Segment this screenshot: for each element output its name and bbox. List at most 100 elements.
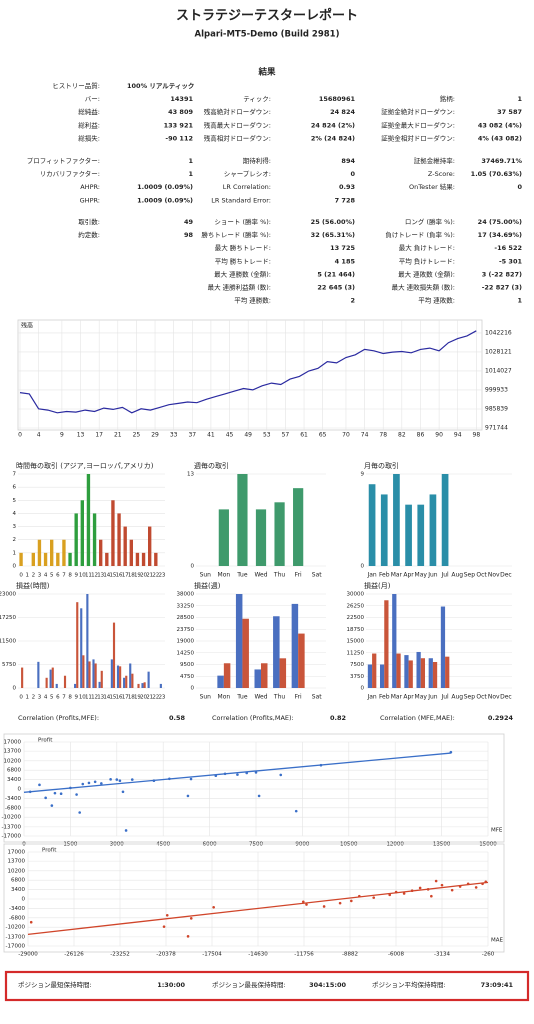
stat-label: 最大 連勝数 (金額):: [214, 269, 271, 278]
x-tick-label: Sat: [312, 694, 322, 701]
x-tick-label: -23252: [110, 952, 129, 958]
bar: [261, 663, 268, 688]
bar: [384, 600, 389, 688]
correlation-label: Correlation (Profits,MAE):: [212, 714, 294, 722]
stat-label: ティック:: [243, 95, 271, 103]
holding-value: 73:09:41: [481, 981, 514, 989]
stat-label: ヒストリー品質:: [52, 81, 100, 90]
stat-label: 約定数:: [78, 230, 100, 239]
x-tick-label: Wed: [254, 694, 267, 701]
stat-label: 証拠金維持率:: [414, 156, 455, 165]
stat-label: バー:: [85, 95, 100, 103]
point: [294, 809, 298, 813]
stat-label: ショート (勝率 %):: [214, 217, 271, 226]
x-tick-label: Sun: [200, 694, 212, 701]
stat-value: 43 809: [168, 108, 193, 116]
x-tick-label: 23: [158, 695, 165, 701]
x-tick-label: 5: [50, 695, 54, 701]
report-title: ストラテジーテスターレポート: [176, 8, 358, 24]
bar: [218, 509, 229, 566]
stat-value: 5 (21 464): [317, 270, 355, 278]
y-tick-label: 4: [13, 511, 17, 517]
bar: [56, 552, 60, 566]
bar: [440, 606, 446, 688]
x-tick-label: 0: [19, 695, 23, 701]
x-tick-label: Apr: [403, 694, 414, 701]
point: [418, 886, 422, 890]
holding-label: ポジション平均保持時間:: [372, 980, 446, 989]
y-tick-label: 0: [361, 686, 365, 692]
x-tick-label: 94: [454, 432, 462, 439]
point: [100, 782, 103, 785]
stat-value: 0: [517, 183, 522, 191]
stat-value: 133 921: [164, 121, 194, 129]
bar: [86, 594, 89, 688]
x-tick-label: 37: [188, 432, 196, 439]
x-tick-label: -3134: [434, 952, 450, 958]
bar: [98, 681, 101, 688]
stat-label: Z-Score:: [428, 170, 455, 178]
x-tick-label: Nov: [488, 694, 500, 701]
y-tick-label: 13700: [4, 749, 22, 755]
point: [305, 903, 308, 906]
chart-title: 損益(時間): [16, 581, 50, 590]
point: [121, 790, 125, 794]
results-title: 結果: [257, 67, 276, 78]
x-tick-label: May: [415, 694, 428, 701]
x-tick-label: Sep: [464, 694, 476, 701]
bar: [441, 474, 449, 566]
x-tick-label: 4: [44, 695, 48, 701]
x-tick-label: Tue: [236, 694, 248, 701]
x-tick-label: 19: [134, 695, 141, 701]
stat-label: 残高相対ドローダウン:: [204, 133, 271, 142]
stat-label: 残高絶対ドローダウン:: [204, 107, 271, 116]
x-tick-label: 4: [37, 432, 41, 439]
x-tick-label: Nov: [488, 572, 500, 579]
y-tick-label: 3750: [350, 674, 364, 680]
x-tick-label: Mar: [391, 572, 403, 579]
bar: [62, 539, 66, 566]
stat-value: 1: [517, 297, 522, 305]
y-tick-label: 26250: [347, 603, 365, 609]
y-tick-label: 6: [13, 485, 17, 491]
x-tick-label: 19: [134, 573, 141, 579]
stat-label: 銘柄:: [440, 94, 455, 103]
y-tick-label: 9: [361, 472, 365, 478]
x-tick-label: Thu: [273, 694, 285, 701]
y-tick-label: 4750: [180, 674, 194, 680]
chart-title: 週毎の取引: [194, 461, 229, 470]
x-tick-label: Oct: [476, 572, 487, 579]
bar: [217, 675, 224, 688]
x-tick-label: 15: [109, 695, 116, 701]
correlation-value: 0.58: [169, 714, 186, 722]
x-tick-label: 4500: [156, 842, 170, 848]
y-tick-label: 999933: [485, 386, 508, 393]
bar: [235, 594, 243, 688]
x-tick-label: 5: [50, 573, 54, 579]
x-tick-label: 7: [62, 573, 66, 579]
stat-value: 1.0009 (0.09%): [137, 196, 193, 204]
y-tick-label: 17000: [8, 850, 26, 856]
x-tick-label: 1: [25, 573, 29, 579]
y-tick-label: -3400: [9, 906, 25, 912]
x-tick-label: 45: [226, 432, 234, 439]
x-tick-label: 78: [379, 432, 387, 439]
x-tick-label: Fri: [295, 572, 302, 579]
y-tick-label: 7: [13, 472, 17, 478]
stat-value: 1: [188, 170, 193, 178]
bar: [141, 683, 144, 688]
x-tick-label: 86: [417, 432, 425, 439]
x-tick-label: Oct: [476, 694, 487, 701]
report-subtitle: Alpari-MT5-Demo (Build 2981): [195, 30, 340, 40]
point: [109, 778, 112, 781]
point: [165, 914, 169, 917]
y-tick-label: 11500: [0, 639, 16, 645]
x-tick-label: 74: [361, 432, 369, 439]
x-tick-label: 18: [128, 695, 135, 701]
bar: [92, 513, 97, 566]
bar: [100, 670, 103, 688]
bar: [110, 659, 113, 688]
correlation-label: Correlation (MFE,MAE):: [380, 714, 455, 722]
bar: [429, 494, 437, 566]
x-tick-label: 18: [128, 573, 135, 579]
